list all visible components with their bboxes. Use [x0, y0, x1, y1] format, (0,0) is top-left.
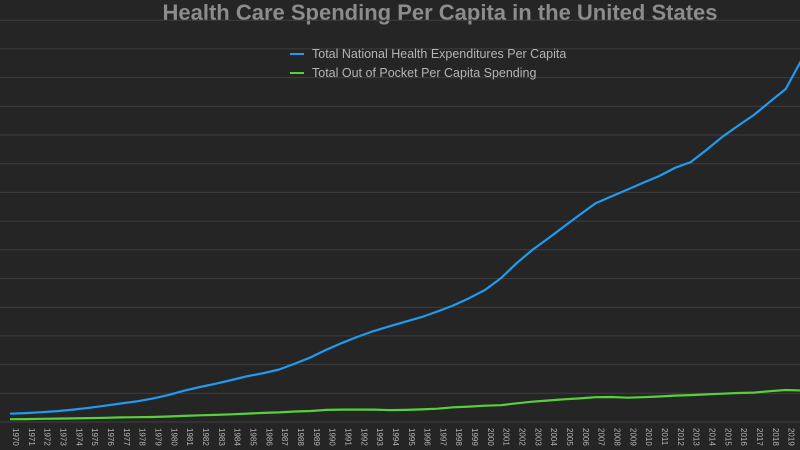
x-tick-label: 1986: [264, 428, 273, 446]
chart-title: Health Care Spending Per Capita in the U…: [162, 0, 718, 25]
x-tick-label: 2010: [644, 428, 653, 446]
x-tick-label: 1978: [138, 428, 147, 446]
x-tick-label: 2019: [787, 428, 796, 446]
x-tick-label: 1998: [454, 428, 463, 446]
x-tick-label: 2017: [755, 428, 764, 446]
x-tick-label: 2007: [597, 428, 606, 446]
x-tick-label: 2014: [708, 428, 717, 446]
legend-item-out-of-pocket: Total Out of Pocket Per Capita Spending: [290, 63, 566, 82]
x-tick-label: 1988: [296, 428, 305, 446]
x-tick-label: 1970: [11, 428, 20, 446]
x-tick-label: 1983: [217, 428, 226, 446]
x-tick-label: 1997: [438, 428, 447, 446]
x-tick-label: 2008: [613, 428, 622, 446]
legend-label-national: Total National Health Expenditures Per C…: [312, 46, 567, 61]
x-tick-label: 2011: [660, 428, 669, 446]
x-tick-label: 1991: [343, 428, 352, 446]
x-tick-label: 2012: [676, 428, 685, 446]
x-tick-label: 1987: [280, 428, 289, 446]
x-tick-label: 2001: [502, 428, 511, 446]
x-tick-label: 2000: [486, 428, 495, 446]
x-tick-label: 2006: [581, 428, 590, 446]
x-tick-label: 1974: [74, 428, 83, 446]
legend-item-national: Total National Health Expenditures Per C…: [290, 44, 566, 63]
x-tick-label: 1993: [375, 428, 384, 446]
x-tick-label: 1971: [27, 428, 36, 446]
x-tick-label: 1976: [106, 428, 115, 446]
chart-legend: Total National Health Expenditures Per C…: [290, 44, 566, 82]
x-tick-label: 2016: [739, 428, 748, 446]
x-tick-label: 1980: [169, 428, 178, 446]
x-tick-label: 1994: [391, 428, 400, 446]
x-tick-label: 2005: [565, 428, 574, 446]
x-tick-label: 2004: [549, 428, 558, 446]
x-tick-label: 1979: [153, 428, 162, 446]
legend-label-out-of-pocket: Total Out of Pocket Per Capita Spending: [312, 65, 537, 80]
x-tick-label: 1972: [43, 428, 52, 446]
x-tick-label: 1977: [122, 428, 131, 446]
x-tick-label: 1992: [359, 428, 368, 446]
legend-swatch-national: [290, 52, 304, 55]
legend-swatch-out-of-pocket: [290, 71, 304, 74]
x-tick-label: 1985: [248, 428, 257, 446]
x-tick-label: 1999: [470, 428, 479, 446]
x-tick-label: 2003: [533, 428, 542, 446]
x-tick-label: 2015: [723, 428, 732, 446]
x-tick-label: 1996: [423, 428, 432, 446]
x-tick-label: 2002: [518, 428, 527, 446]
x-tick-label: 2009: [628, 428, 637, 446]
series-line-national: [9, 60, 800, 415]
x-tick-label: 1973: [58, 428, 67, 446]
x-tick-label: 2013: [692, 428, 701, 446]
x-tick-label: 1984: [233, 428, 242, 446]
x-tick-label: 1990: [328, 428, 337, 446]
series-line-out-of-pocket: [9, 388, 800, 421]
x-tick-label: 1995: [407, 428, 416, 446]
x-tick-label: 1989: [312, 428, 321, 446]
x-tick-label: 1981: [185, 428, 194, 446]
x-tick-label: 1975: [90, 428, 99, 446]
x-tick-label: 2018: [771, 428, 780, 446]
x-tick-label: 1982: [201, 428, 210, 446]
